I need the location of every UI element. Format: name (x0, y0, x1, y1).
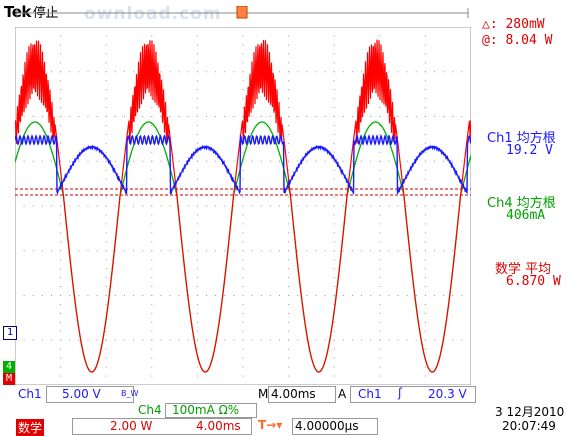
ch1-label[interactable]: Ch1 (18, 387, 42, 401)
ch4-scale: 100mA Ω% (172, 403, 240, 417)
ch1-waveform (15, 134, 471, 196)
brand-text: Tek (4, 3, 31, 21)
waveform-display[interactable] (15, 27, 471, 385)
status-bar-row3: 数学 2.00 W 4.00ms T→▾ 4.00000µs 20:07:49 (0, 418, 580, 436)
status-bar: Ch1 5.00 V B_W M 4.00ms A Ch1 ʃ 20.3 V (0, 386, 580, 403)
trigger-position-bar (16, 6, 469, 19)
trigger-level: 20.3 V (428, 387, 467, 401)
ch1-bandwidth-icon: B_W (121, 389, 139, 398)
cursor-at-readout: @: 8.04 W (482, 33, 553, 48)
timebase-value: 4.00ms (271, 387, 316, 401)
trigger-source: Ch1 (358, 387, 382, 401)
measure-ch1-value: 19.2 V (506, 143, 553, 158)
math-ground-marker[interactable]: M (3, 373, 15, 385)
ch4-ground-marker[interactable]: 4 (3, 361, 15, 373)
ch1-scale: 5.00 V (62, 387, 101, 401)
status-bar-row2: Ch4 100mA Ω% 3 12月2010 (0, 403, 580, 419)
cursor-delta-readout: △: 280mW (482, 17, 545, 32)
math-timebase: 4.00ms (196, 419, 241, 433)
timebase-label: M (258, 387, 269, 401)
math-label[interactable]: 数学 (16, 419, 45, 436)
trigger-mode: A (338, 387, 347, 401)
math-waveform (15, 39, 471, 373)
ch4-scale-box[interactable] (165, 403, 257, 418)
ch4-label[interactable]: Ch4 (138, 403, 162, 417)
trigger-slope-icon: ʃ (398, 386, 403, 400)
timebase-box[interactable] (268, 386, 336, 403)
date: 3 12月2010 (495, 405, 565, 419)
top-bar: Tek 停止 ownload.com (0, 0, 580, 26)
ch1-scale-box[interactable] (46, 386, 134, 403)
ch1-ground-marker[interactable]: 1 (3, 326, 17, 340)
measure-ch1-label: Ch1 均方根 (487, 131, 556, 146)
trigger-position-value: 4.00000µs (295, 419, 359, 433)
math-scale: 2.00 W (110, 419, 153, 433)
graticule (15, 27, 463, 385)
trigger-box[interactable] (350, 386, 476, 403)
trigger-position-icon: T→▾ (258, 418, 283, 432)
measure-math-value: 6.870 W (506, 274, 561, 289)
measure-ch4-label: Ch4 均方根 (487, 196, 556, 211)
watermark: ownload.com (84, 4, 222, 24)
measure-math-label: 数学 平均 (495, 262, 552, 277)
time: 20:07:49 (502, 419, 556, 433)
measure-ch4-value: 406mA (506, 208, 546, 223)
